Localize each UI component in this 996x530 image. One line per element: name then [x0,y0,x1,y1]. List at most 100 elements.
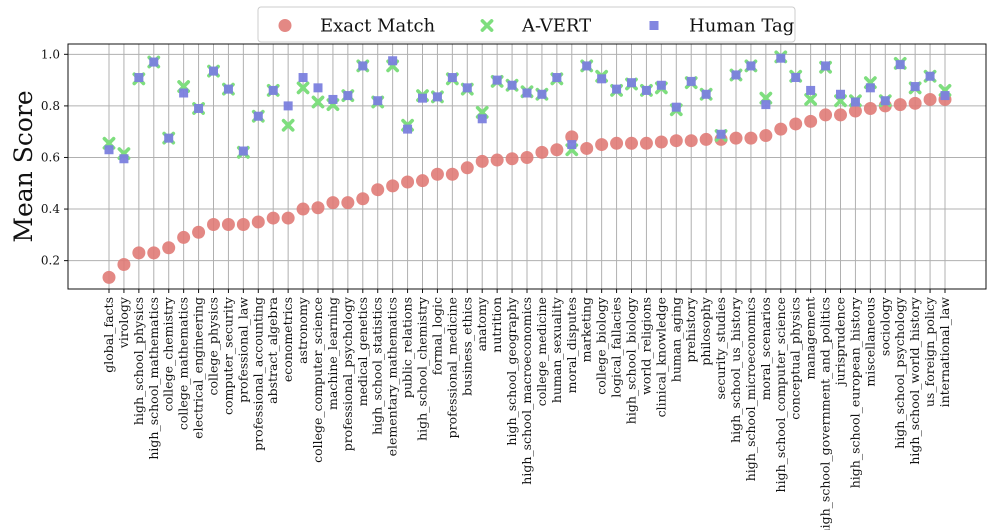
series-human-tag [104,53,950,164]
data-point [804,114,818,128]
data-point [834,108,847,122]
x-tick-label: high_school_biology [624,296,639,424]
data-point [371,183,385,197]
data-point [251,215,265,229]
data-point [535,145,549,159]
x-tick-label: professional_accounting [250,297,265,451]
data-point [776,53,786,63]
y-tick-label: 0.6 [41,150,60,164]
data-point [552,73,562,83]
legend-label: Exact Match [320,16,436,37]
data-point [475,154,489,168]
data-point [731,70,741,80]
x-tick-label: miscellaneous [862,297,877,387]
data-point [908,96,922,110]
data-point [492,75,502,85]
data-point [298,73,308,83]
legend: Exact Match A-VERT Human Tag [257,6,796,43]
x-tick-label: moral_disputes [564,297,579,393]
data-point [746,61,756,71]
data-point [194,103,204,113]
data-point [641,85,651,95]
x-tick-label: business_ethics [459,297,474,396]
data-point [627,78,636,88]
data-point [341,196,355,210]
x-tick-label: professional_law [235,297,250,403]
x-tick-label: marketing [579,297,594,362]
data-point [296,81,310,95]
data-point [806,85,816,95]
data-point [477,114,487,124]
x-tick-label: computer_security [220,296,235,415]
legend-marker [278,19,292,32]
data-point [610,136,624,150]
data-point [490,153,504,167]
data-point [656,80,666,90]
data-point [895,60,905,70]
data-point [625,136,638,150]
data-point [313,83,323,93]
data-point [925,71,935,81]
x-tick-label: management [803,297,818,380]
x-tick-label: public_relations [400,297,415,398]
x-tick-label: conceptual_physics [788,297,803,420]
x-tick-label: high_school_physics [131,297,146,425]
data-point [804,93,818,106]
x-tick-label: high_school_microeconomics [743,297,758,481]
data-point [281,118,295,132]
data-point [522,88,532,98]
data-point [507,80,517,90]
data-point [147,246,161,260]
x-tick-label: high_school_chemistry [415,296,430,441]
x-tick-label: prehistory [683,296,698,362]
data-point [296,202,310,216]
data-point [132,246,146,260]
data-point [358,61,368,71]
x-tick-label: philosophy [698,296,713,366]
data-point [669,134,683,148]
legend-marker [480,19,494,32]
x-tick-label: moral_scenarios [758,297,773,400]
x-tick-label: high_school_world_history [907,296,922,465]
data-point [104,145,114,155]
x-tick-label: human_aging [668,297,683,382]
x-tick-label: high_school_geography [504,296,519,446]
x-tick-label: formal_logic [429,297,444,375]
data-point [207,218,220,232]
data-point [311,201,325,215]
data-point [356,192,370,206]
x-tick-label: high_school_psychology [892,296,907,449]
data-point [940,91,950,101]
data-point [102,270,116,284]
data-point [281,211,295,225]
data-point [430,167,444,181]
data-point [761,100,771,110]
legend-item: Exact Match [278,16,436,37]
data-point [117,258,131,271]
data-point [848,104,862,118]
x-tick-label: global_facts [101,297,116,373]
data-point [328,94,338,104]
legend-item: A-VERT [480,16,591,37]
x-tick-label: high_school_computer_science [773,297,788,492]
data-point [462,83,472,93]
data-point [447,73,457,83]
data-point [774,122,788,136]
data-point [386,179,400,193]
data-point [684,134,698,148]
x-tick-label: anatomy [474,296,489,351]
data-point [597,74,607,84]
x-tick-label: college_medicine [534,297,549,406]
data-point [654,135,668,149]
data-point [343,91,353,101]
data-point [537,89,547,99]
x-tick-label: machine_learning [325,297,340,410]
data-point [445,167,459,181]
data-point [253,111,263,121]
data-point [612,84,622,94]
data-point [373,96,383,106]
y-axis-label: Mean Score [9,90,38,242]
x-tick-label: world_religions [638,297,653,395]
legend-label: A-VERT [521,16,591,37]
x-tick-label: jurisprudence [833,297,848,387]
